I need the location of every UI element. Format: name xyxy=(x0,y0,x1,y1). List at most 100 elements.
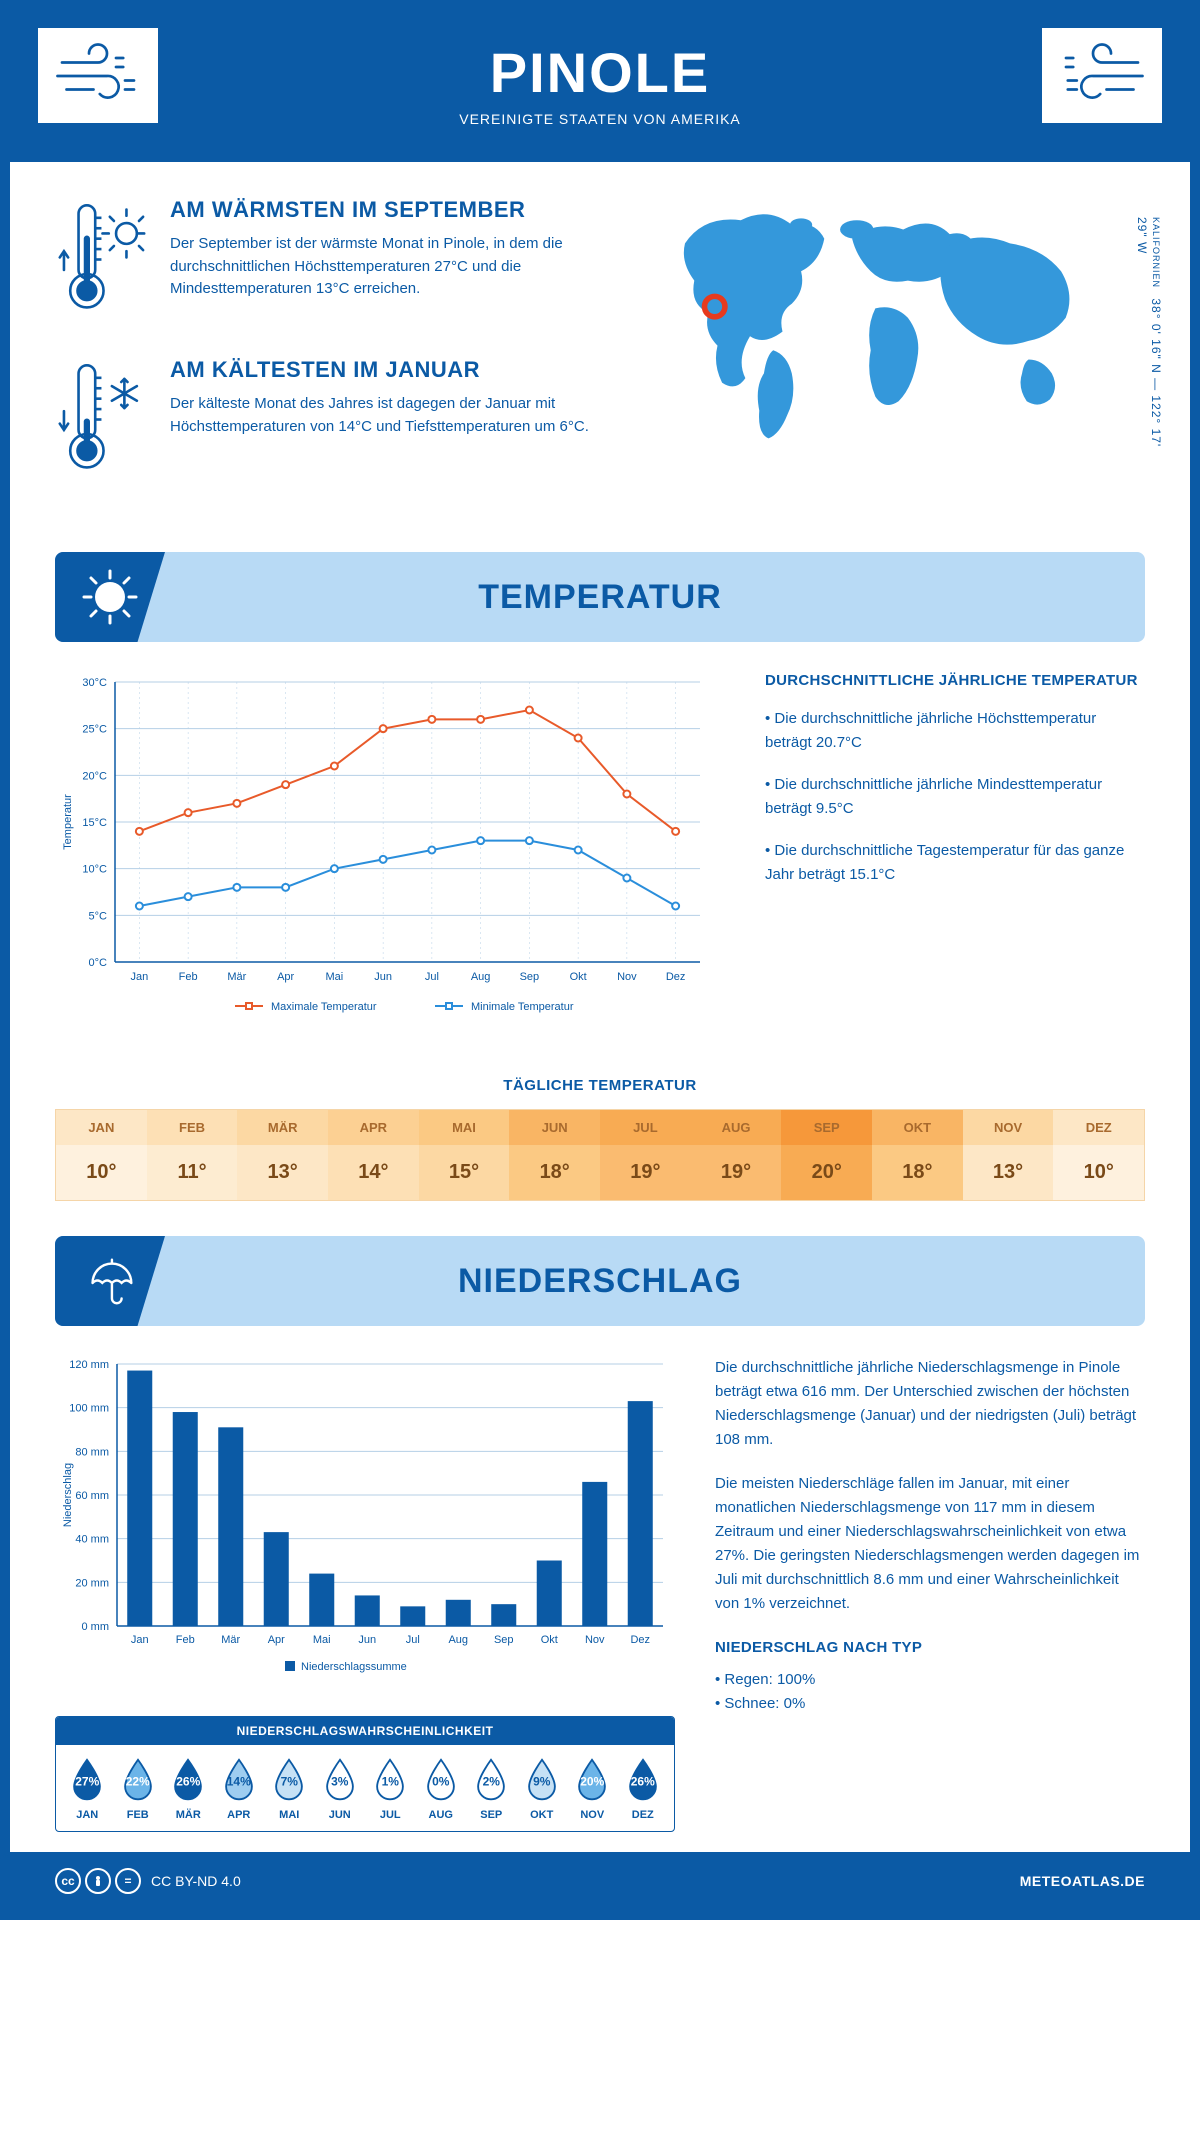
nd-icon: = xyxy=(115,1868,141,1894)
temperature-banner: TEMPERATUR xyxy=(55,552,1145,642)
daily-cell: NOV13° xyxy=(963,1110,1054,1200)
raindrop-icon: 27% xyxy=(68,1757,106,1803)
daily-cell: DEZ10° xyxy=(1053,1110,1144,1200)
daily-value: 13° xyxy=(963,1145,1054,1200)
svg-text:Maximale Temperatur: Maximale Temperatur xyxy=(271,1001,377,1013)
prob-month: AUG xyxy=(418,1809,465,1821)
cc-icon: cc xyxy=(55,1868,81,1894)
temp-info-heading: DURCHSCHNITTLICHE JÄHRLICHE TEMPERATUR xyxy=(765,672,1145,689)
svg-text:Okt: Okt xyxy=(570,971,587,983)
umbrella-icon xyxy=(81,1252,139,1310)
svg-text:Apr: Apr xyxy=(277,971,294,983)
raindrop-icon: 7% xyxy=(270,1757,308,1803)
raindrop-icon: 26% xyxy=(169,1757,207,1803)
svg-text:25°C: 25°C xyxy=(82,724,107,736)
prob-month: MAI xyxy=(266,1809,313,1821)
prob-value: 26% xyxy=(176,1774,200,1788)
svg-text:Aug: Aug xyxy=(448,1634,468,1646)
svg-text:Niederschlag: Niederschlag xyxy=(62,1463,74,1527)
svg-text:Okt: Okt xyxy=(541,1634,558,1646)
prob-cell: 2%SEP xyxy=(468,1757,515,1821)
daily-month: MÄR xyxy=(237,1110,328,1145)
raindrop-icon: 9% xyxy=(523,1757,561,1803)
prob-month: MÄR xyxy=(165,1809,212,1821)
prob-month: JUL xyxy=(367,1809,414,1821)
temperature-row: 0°C5°C10°C15°C20°C25°C30°CJanFebMärAprMa… xyxy=(10,672,1190,1062)
footer-license: cc = CC BY-ND 4.0 xyxy=(55,1868,241,1894)
svg-text:0°C: 0°C xyxy=(89,957,108,969)
daily-cell: JAN10° xyxy=(56,1110,147,1200)
warmest-body: Der September ist der wärmste Monat in P… xyxy=(170,233,615,301)
daily-month: MAI xyxy=(419,1110,510,1145)
daily-month: FEB xyxy=(147,1110,238,1145)
prob-value: 14% xyxy=(227,1774,251,1788)
daily-value: 10° xyxy=(56,1145,147,1200)
prob-cell: 26%DEZ xyxy=(620,1757,667,1821)
temperature-info: DURCHSCHNITTLICHE JÄHRLICHE TEMPERATUR •… xyxy=(765,672,1145,1037)
svg-text:Jan: Jan xyxy=(131,971,149,983)
daily-month: AUG xyxy=(691,1110,782,1145)
prob-month: DEZ xyxy=(620,1809,667,1821)
svg-text:Feb: Feb xyxy=(179,971,198,983)
page-subtitle: VEREINIGTE STAATEN VON AMERIKA xyxy=(50,111,1150,127)
daily-temperature-strip: JAN10°FEB11°MÄR13°APR14°MAI15°JUN18°JUL1… xyxy=(55,1109,1145,1201)
svg-text:Dez: Dez xyxy=(666,971,686,983)
svg-text:Minimale Temperatur: Minimale Temperatur xyxy=(471,1001,574,1013)
precipitation-left: 0 mm20 mm40 mm60 mm80 mm100 mm120 mmJanF… xyxy=(55,1356,675,1832)
raindrop-icon: 14% xyxy=(220,1757,258,1803)
daily-cell: OKT18° xyxy=(872,1110,963,1200)
daily-value: 15° xyxy=(419,1145,510,1200)
page: PINOLE VEREINIGTE STAATEN VON AMERIKA xyxy=(0,0,1200,1920)
license-text: CC BY-ND 4.0 xyxy=(151,1873,241,1889)
precip-type-1: • Schnee: 0% xyxy=(715,1692,1145,1716)
prob-cell: 27%JAN xyxy=(64,1757,111,1821)
prob-value: 0% xyxy=(432,1774,449,1788)
prob-cell: 1%JUL xyxy=(367,1757,414,1821)
precip-p2: Die meisten Niederschläge fallen im Janu… xyxy=(715,1472,1145,1616)
svg-text:5°C: 5°C xyxy=(89,910,108,922)
svg-text:Feb: Feb xyxy=(176,1634,195,1646)
temp-bullet-0: • Die durchschnittliche jährliche Höchst… xyxy=(765,707,1145,755)
prob-cell: 3%JUN xyxy=(317,1757,364,1821)
daily-cell: MÄR13° xyxy=(237,1110,328,1200)
daily-month: JUN xyxy=(509,1110,600,1145)
svg-text:Mär: Mär xyxy=(227,971,246,983)
svg-text:Jul: Jul xyxy=(425,971,439,983)
coldest-fact: AM KÄLTESTEN IM JANUAR Der kälteste Mona… xyxy=(55,357,615,487)
precipitation-chart: 0 mm20 mm40 mm60 mm80 mm100 mm120 mmJanF… xyxy=(55,1356,675,1691)
daily-cell: JUN18° xyxy=(509,1110,600,1200)
daily-month: SEP xyxy=(781,1110,872,1145)
prob-value: 27% xyxy=(75,1774,99,1788)
daily-value: 11° xyxy=(147,1145,238,1200)
daily-month: APR xyxy=(328,1110,419,1145)
prob-cell: 14%APR xyxy=(216,1757,263,1821)
svg-text:10°C: 10°C xyxy=(82,864,107,876)
svg-text:100 mm: 100 mm xyxy=(69,1403,109,1415)
daily-value: 18° xyxy=(509,1145,600,1200)
prob-month: FEB xyxy=(115,1809,162,1821)
prob-month: NOV xyxy=(569,1809,616,1821)
daily-value: 14° xyxy=(328,1145,419,1200)
daily-value: 10° xyxy=(1053,1145,1144,1200)
svg-text:Jan: Jan xyxy=(131,1634,149,1646)
prob-value: 3% xyxy=(331,1774,348,1788)
prob-month: OKT xyxy=(519,1809,566,1821)
svg-text:Nov: Nov xyxy=(617,971,637,983)
svg-text:120 mm: 120 mm xyxy=(69,1359,109,1371)
svg-text:Aug: Aug xyxy=(471,971,491,983)
header: PINOLE VEREINIGTE STAATEN VON AMERIKA xyxy=(10,10,1190,162)
daily-value: 13° xyxy=(237,1145,328,1200)
svg-text:Jun: Jun xyxy=(358,1634,376,1646)
cc-icons: cc = xyxy=(55,1868,141,1894)
svg-text:15°C: 15°C xyxy=(82,817,107,829)
daily-value: 19° xyxy=(600,1145,691,1200)
footer-site: METEOATLAS.DE xyxy=(1020,1873,1145,1889)
coldest-title: AM KÄLTESTEN IM JANUAR xyxy=(170,357,615,383)
svg-text:Nov: Nov xyxy=(585,1634,605,1646)
wind-icon xyxy=(1057,40,1147,112)
prob-month: SEP xyxy=(468,1809,515,1821)
svg-text:80 mm: 80 mm xyxy=(75,1446,109,1458)
svg-text:20°C: 20°C xyxy=(82,770,107,782)
world-map-icon xyxy=(645,197,1115,457)
svg-text:60 mm: 60 mm xyxy=(75,1490,109,1502)
